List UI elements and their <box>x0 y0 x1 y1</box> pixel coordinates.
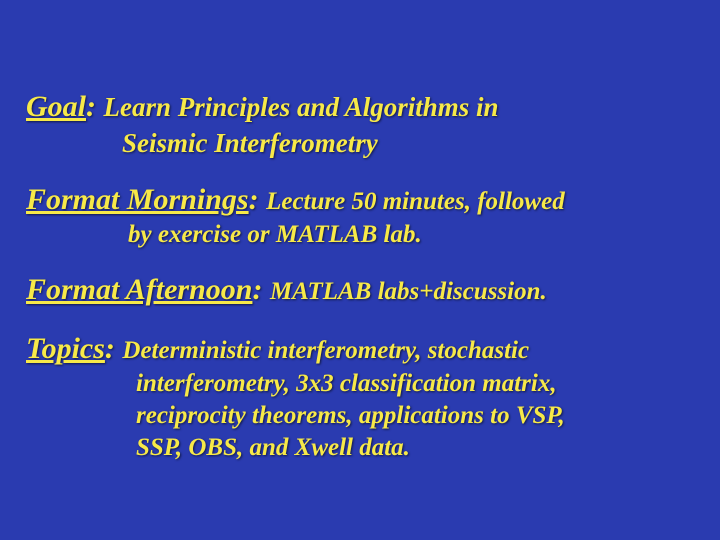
goal-block: Goal: Learn Principles and Algorithms in… <box>26 88 694 161</box>
mornings-text1: Lecture 50 minutes, followed <box>266 188 565 215</box>
mornings-text2: by exercise or MATLAB lab. <box>26 219 694 251</box>
goal-text2: Seismic Interferometry <box>26 126 694 161</box>
topics-label: Topics <box>26 332 105 365</box>
afternoon-colon: : <box>252 273 270 306</box>
afternoon-label: Format Afternoon <box>26 273 252 306</box>
topics-colon: : <box>105 332 123 365</box>
topics-text3: reciprocity theorems, applications to VS… <box>26 400 694 432</box>
mornings-line1: Format Mornings: Lecture 50 minutes, fol… <box>26 181 694 219</box>
goal-line1: Goal: Learn Principles and Algorithms in <box>26 88 694 126</box>
mornings-block: Format Mornings: Lecture 50 minutes, fol… <box>26 181 694 251</box>
topics-text1: Deterministic interferometry, stochastic <box>122 337 529 364</box>
afternoon-line1: Format Afternoon: MATLAB labs+discussion… <box>26 271 694 309</box>
afternoon-text1: MATLAB labs+discussion. <box>270 278 547 305</box>
goal-colon: : <box>86 90 104 123</box>
topics-text2: interferometry, 3x3 classification matri… <box>26 368 694 400</box>
mornings-label: Format Mornings <box>26 183 249 216</box>
goal-text1: Learn Principles and Algorithms in <box>104 92 499 122</box>
topics-text4: SSP, OBS, and Xwell data. <box>26 432 694 464</box>
mornings-colon: : <box>249 183 267 216</box>
topics-line1: Topics: Deterministic interferometry, st… <box>26 330 694 368</box>
afternoon-block: Format Afternoon: MATLAB labs+discussion… <box>26 271 694 309</box>
topics-block: Topics: Deterministic interferometry, st… <box>26 330 694 464</box>
goal-label: Goal <box>26 90 86 123</box>
